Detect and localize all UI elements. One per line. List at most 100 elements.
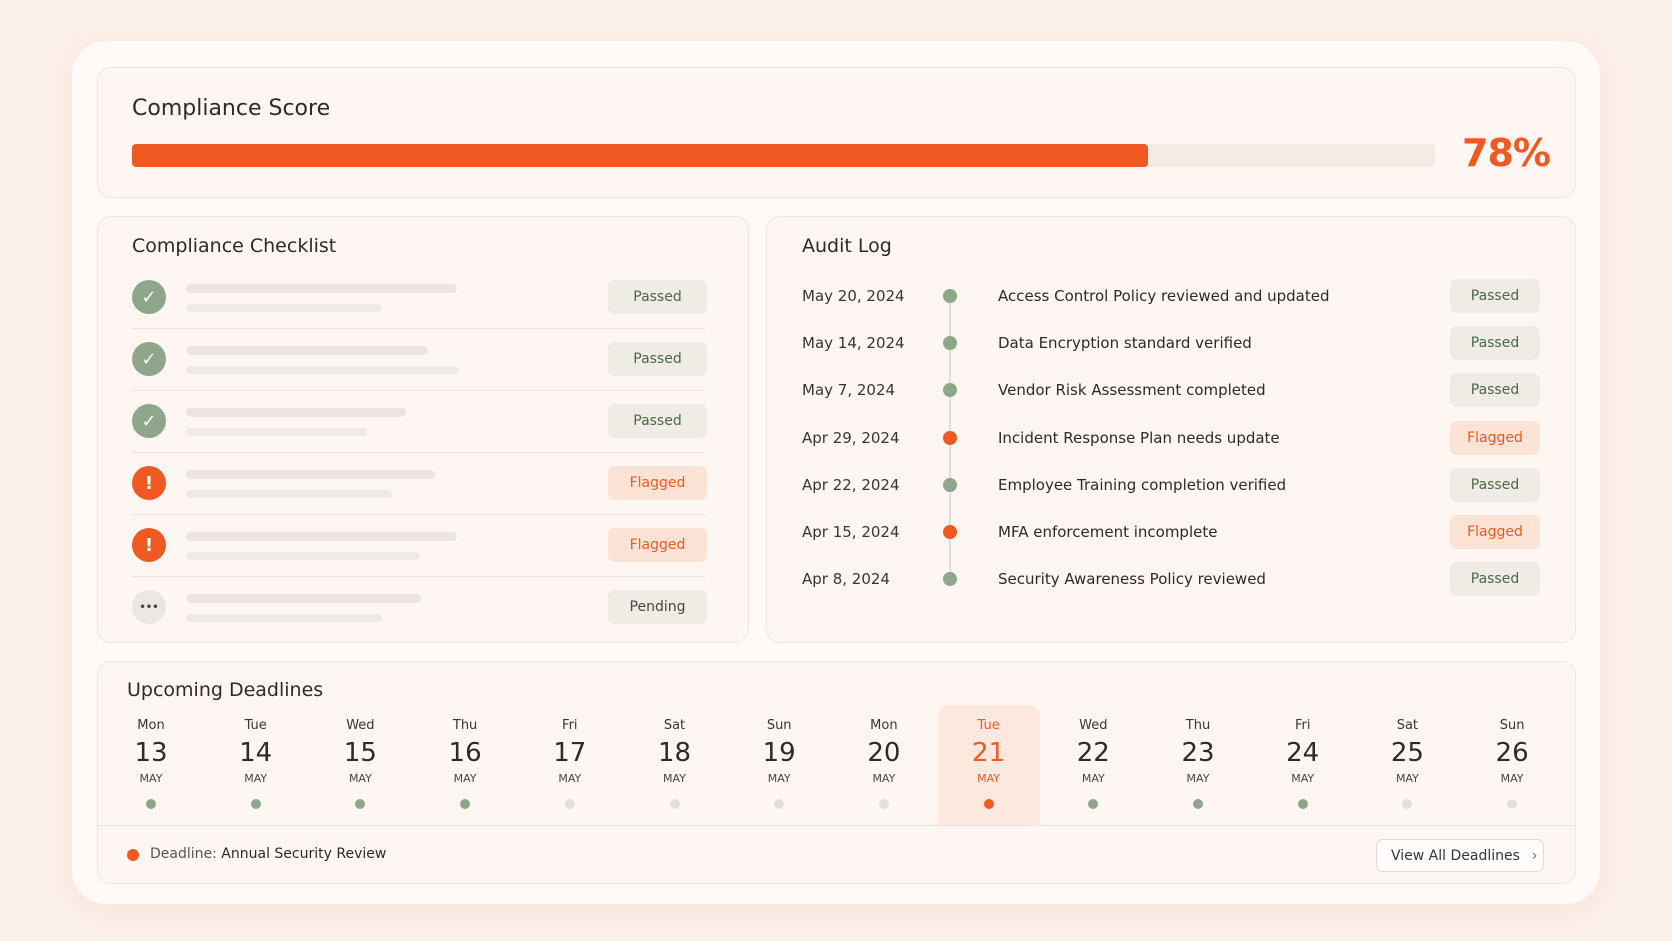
- status-badge: Flagged: [608, 466, 707, 500]
- day-dot: [1193, 799, 1203, 809]
- day-dot: [1507, 799, 1518, 809]
- day-number: 14: [239, 738, 273, 768]
- log-date: May 7, 2024: [802, 381, 896, 400]
- score-value: 78%: [1462, 131, 1551, 175]
- log-dot: [943, 383, 957, 398]
- chevron: ›: [1531, 847, 1538, 864]
- day-number: 25: [1390, 738, 1424, 768]
- status-badge: Passed: [608, 404, 707, 438]
- status-badge: Passed: [608, 342, 707, 376]
- weekday: Mon: [870, 718, 898, 733]
- log-text: Incident Response Plan needs update: [998, 428, 1280, 447]
- month: MAY: [767, 772, 791, 785]
- log-dot: [943, 572, 957, 587]
- weekday: Sat: [663, 718, 686, 733]
- day-dot: [460, 799, 471, 809]
- row-divider: [132, 390, 707, 391]
- log-text: MFA enforcement incomplete: [998, 523, 1218, 541]
- day-dot: [1402, 799, 1413, 809]
- deadline-footer: Deadline: Annual Security Review: [150, 846, 386, 862]
- audit-panel: [766, 216, 1576, 643]
- day-dot: [669, 799, 680, 809]
- day-number: 18: [657, 738, 692, 768]
- skeleton-line: [186, 428, 367, 436]
- log-text: Vendor Risk Assessment completed: [998, 381, 1266, 400]
- score-bar: [132, 144, 1149, 167]
- deadlines-panel: [97, 661, 1576, 884]
- deadline-name: Annual Security Review: [221, 846, 387, 862]
- day-dot: [878, 799, 889, 809]
- weekday: Tue: [977, 718, 1000, 733]
- log-text: Data Encryption standard verified: [998, 334, 1252, 353]
- log-dot: [943, 289, 957, 303]
- month: MAY: [453, 772, 477, 785]
- skeleton-line: [186, 614, 382, 622]
- log-dot: [943, 477, 957, 492]
- month: MAY: [1291, 772, 1315, 785]
- month: MAY: [977, 772, 1001, 785]
- day-number: 13: [134, 738, 168, 768]
- skeleton-line: [186, 346, 428, 355]
- day-dot: [250, 799, 261, 809]
- weekday: Sat: [1396, 718, 1419, 733]
- day-number: 26: [1495, 738, 1529, 768]
- skeleton-line: [186, 366, 459, 374]
- month: MAY: [558, 772, 582, 785]
- score-track: [132, 144, 1435, 167]
- day-number: 19: [762, 738, 796, 768]
- log-text: Security Awareness Policy reviewed: [998, 570, 1266, 589]
- status-icon: !: [132, 466, 166, 500]
- day-dot: [1088, 799, 1099, 809]
- row-divider: [132, 328, 707, 329]
- day-number: 23: [1181, 738, 1215, 768]
- weekday: Thu: [452, 718, 478, 733]
- log-date: Apr 8, 2024: [802, 570, 890, 589]
- skeleton-line: [186, 284, 457, 293]
- weekday: Sun: [1499, 718, 1525, 733]
- status-badge: Flagged: [1450, 420, 1540, 455]
- skeleton-line: [186, 594, 421, 603]
- month: MAY: [244, 772, 268, 785]
- month: MAY: [1186, 772, 1210, 785]
- day-dot: [564, 799, 575, 809]
- row-divider: [132, 576, 707, 577]
- status-badge: Passed: [1450, 373, 1540, 408]
- day-number: 24: [1286, 738, 1320, 768]
- day-dot: [983, 799, 994, 809]
- status-badge: Passed: [1450, 326, 1540, 361]
- status-badge: Passed: [608, 280, 707, 314]
- day-dot: [1297, 799, 1308, 809]
- month: MAY: [1500, 772, 1524, 785]
- checklist-title: Compliance Checklist: [132, 235, 337, 257]
- skeleton-line: [186, 470, 435, 479]
- view-all-button[interactable]: View All Deadlines ›: [1376, 839, 1544, 872]
- weekday: Thu: [1185, 718, 1211, 733]
- weekday: Tue: [244, 718, 267, 733]
- log-date: May 14, 2024: [802, 334, 905, 353]
- month: MAY: [1081, 772, 1105, 785]
- log-date: Apr 29, 2024: [802, 428, 900, 447]
- status-icon: ✓: [132, 342, 166, 376]
- skeleton-line: [186, 304, 382, 312]
- deadline-dot: [127, 849, 139, 861]
- month: MAY: [1395, 772, 1419, 785]
- score-title: Compliance Score: [132, 96, 331, 121]
- log-date: May 20, 2024: [802, 287, 905, 305]
- log-text: Employee Training completion verified: [998, 475, 1287, 494]
- status-icon: •••: [132, 590, 166, 624]
- day-number: 17: [553, 738, 587, 768]
- status-badge: Flagged: [1450, 515, 1540, 549]
- row-divider: [132, 452, 707, 453]
- score-panel: [97, 67, 1576, 198]
- weekday: Sun: [766, 718, 792, 733]
- day-number: 20: [867, 738, 901, 768]
- skeleton-line: [186, 532, 457, 541]
- weekday: Fri: [1294, 718, 1311, 733]
- status-badge: Pending: [608, 590, 707, 624]
- log-dot: [943, 336, 957, 351]
- day-number: 21: [972, 738, 1006, 768]
- day-dot: [146, 799, 156, 809]
- day-number: 15: [343, 738, 377, 768]
- month: MAY: [348, 772, 372, 785]
